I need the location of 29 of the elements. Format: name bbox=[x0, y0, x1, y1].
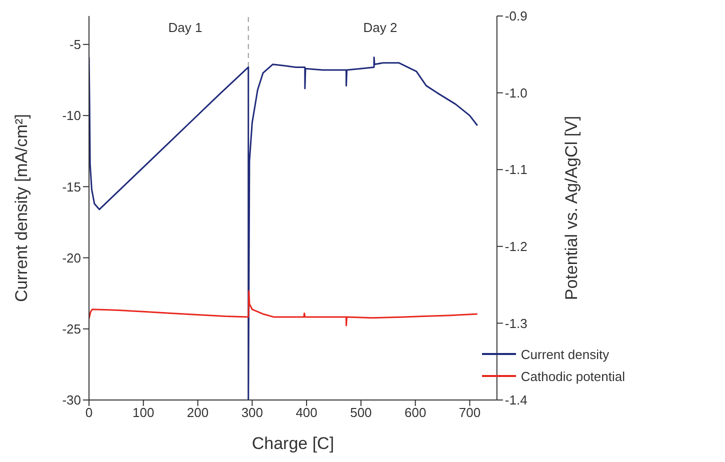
y-tick-label: -15 bbox=[62, 179, 81, 194]
x-axis-title: Charge [C] bbox=[252, 434, 334, 453]
y2-axis-title: Potential vs. Ag/AgCl [V] bbox=[562, 116, 581, 300]
y2-tick-label: -1.3 bbox=[504, 316, 528, 331]
annotation: Day 2 bbox=[362, 20, 398, 35]
y-axis-title: Current density [mA/cm²] bbox=[12, 114, 32, 302]
x-tick-label: 100 bbox=[132, 405, 154, 420]
y2-tick-label: -1.4 bbox=[504, 392, 528, 408]
x-tick-label: 700 bbox=[458, 405, 481, 420]
y-tick-label: -25 bbox=[62, 322, 81, 337]
y2-tick-label: -1.2 bbox=[504, 239, 528, 254]
x-tick-label: 200 bbox=[186, 405, 209, 420]
annotation: Day 1 bbox=[167, 20, 204, 35]
x-tick-label: 300 bbox=[241, 405, 264, 420]
x-tick-label: 0 bbox=[85, 405, 93, 420]
y-tick-label: -5 bbox=[69, 37, 81, 52]
line-series bbox=[89, 290, 478, 326]
legend-label: Cathodic potential bbox=[520, 368, 625, 384]
y2-tick-label: -1.0 bbox=[504, 85, 528, 100]
x-tick-label: 400 bbox=[296, 405, 318, 420]
y-tick-label: -20 bbox=[62, 250, 81, 266]
y-tick-label: -10 bbox=[62, 108, 81, 124]
x-tick-label: 500 bbox=[350, 405, 372, 420]
y-tick-label: -30 bbox=[62, 392, 81, 408]
y2-tick-label: -1.1 bbox=[504, 162, 528, 178]
line-series bbox=[89, 56, 478, 400]
x-tick-label: 600 bbox=[404, 405, 426, 420]
y2-tick-label: -0.9 bbox=[504, 8, 528, 24]
legend-label: Current density bbox=[520, 346, 610, 362]
